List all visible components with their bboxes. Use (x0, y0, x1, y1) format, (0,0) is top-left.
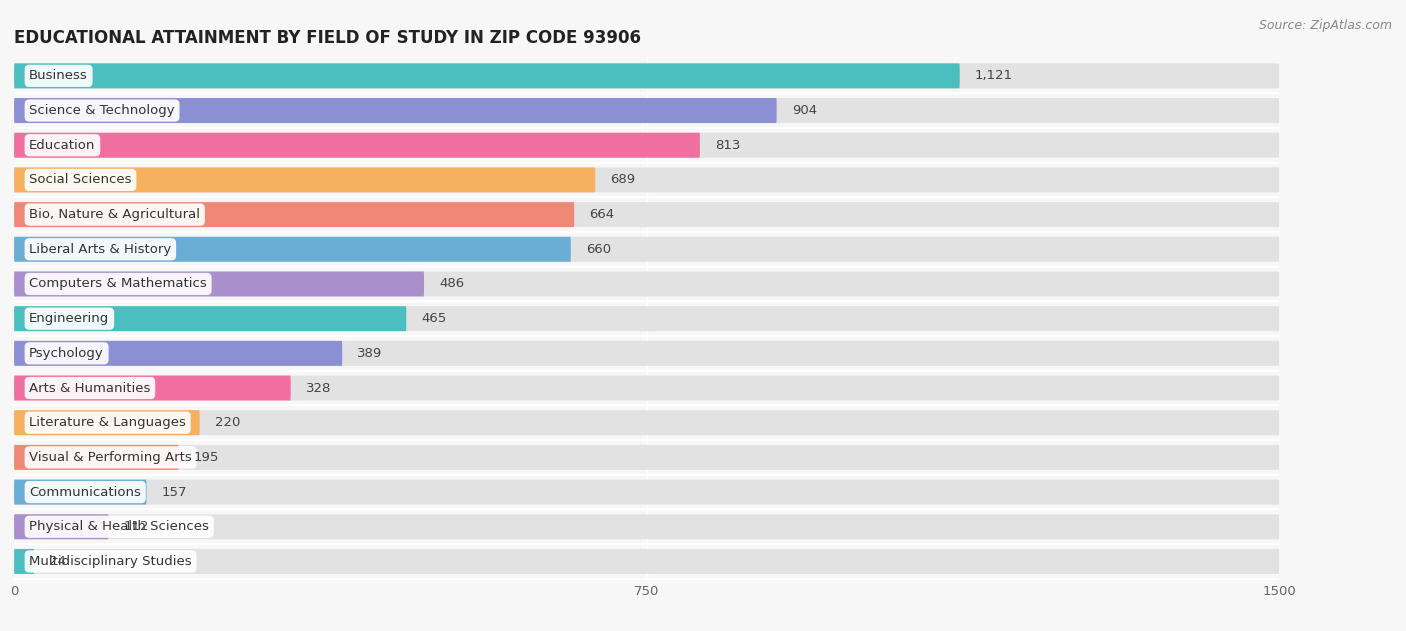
Text: Liberal Arts & History: Liberal Arts & History (30, 243, 172, 256)
FancyBboxPatch shape (14, 237, 1279, 262)
Text: Source: ZipAtlas.com: Source: ZipAtlas.com (1258, 19, 1392, 32)
Text: Communications: Communications (30, 486, 141, 498)
FancyBboxPatch shape (14, 306, 1279, 331)
Text: 24: 24 (49, 555, 66, 568)
Text: Literature & Languages: Literature & Languages (30, 416, 186, 429)
Text: Engineering: Engineering (30, 312, 110, 325)
FancyBboxPatch shape (14, 410, 1279, 435)
Text: 389: 389 (357, 347, 382, 360)
Text: 465: 465 (422, 312, 447, 325)
Text: 220: 220 (215, 416, 240, 429)
Text: 112: 112 (124, 521, 149, 533)
Text: 813: 813 (716, 139, 741, 151)
FancyBboxPatch shape (14, 133, 1279, 158)
FancyBboxPatch shape (14, 271, 425, 297)
FancyBboxPatch shape (14, 133, 700, 158)
Text: 157: 157 (162, 486, 187, 498)
FancyBboxPatch shape (14, 514, 108, 540)
FancyBboxPatch shape (14, 480, 146, 505)
FancyBboxPatch shape (14, 306, 406, 331)
Text: 486: 486 (439, 278, 464, 290)
Text: Social Sciences: Social Sciences (30, 174, 132, 186)
Text: Psychology: Psychology (30, 347, 104, 360)
FancyBboxPatch shape (14, 271, 1279, 297)
FancyBboxPatch shape (14, 445, 179, 470)
Text: Business: Business (30, 69, 89, 83)
Text: EDUCATIONAL ATTAINMENT BY FIELD OF STUDY IN ZIP CODE 93906: EDUCATIONAL ATTAINMENT BY FIELD OF STUDY… (14, 29, 641, 47)
FancyBboxPatch shape (14, 202, 574, 227)
Text: Physical & Health Sciences: Physical & Health Sciences (30, 521, 209, 533)
FancyBboxPatch shape (14, 63, 1279, 88)
FancyBboxPatch shape (14, 549, 1279, 574)
Text: Multidisciplinary Studies: Multidisciplinary Studies (30, 555, 191, 568)
Text: 328: 328 (307, 382, 332, 394)
Text: Visual & Performing Arts: Visual & Performing Arts (30, 451, 193, 464)
Text: 904: 904 (792, 104, 817, 117)
FancyBboxPatch shape (14, 549, 34, 574)
FancyBboxPatch shape (14, 98, 776, 123)
FancyBboxPatch shape (14, 237, 571, 262)
FancyBboxPatch shape (14, 341, 342, 366)
Text: 689: 689 (610, 174, 636, 186)
Text: Bio, Nature & Agricultural: Bio, Nature & Agricultural (30, 208, 200, 221)
Text: Arts & Humanities: Arts & Humanities (30, 382, 150, 394)
Text: Computers & Mathematics: Computers & Mathematics (30, 278, 207, 290)
FancyBboxPatch shape (14, 63, 960, 88)
FancyBboxPatch shape (14, 410, 200, 435)
Text: 1,121: 1,121 (974, 69, 1014, 83)
Text: 664: 664 (589, 208, 614, 221)
Text: 195: 195 (194, 451, 219, 464)
FancyBboxPatch shape (14, 202, 1279, 227)
Text: Education: Education (30, 139, 96, 151)
FancyBboxPatch shape (14, 375, 1279, 401)
FancyBboxPatch shape (14, 167, 595, 192)
FancyBboxPatch shape (14, 514, 1279, 540)
Text: Science & Technology: Science & Technology (30, 104, 174, 117)
FancyBboxPatch shape (14, 375, 291, 401)
FancyBboxPatch shape (14, 480, 1279, 505)
FancyBboxPatch shape (14, 167, 1279, 192)
FancyBboxPatch shape (14, 445, 1279, 470)
Text: 660: 660 (586, 243, 612, 256)
FancyBboxPatch shape (14, 98, 1279, 123)
FancyBboxPatch shape (14, 341, 1279, 366)
